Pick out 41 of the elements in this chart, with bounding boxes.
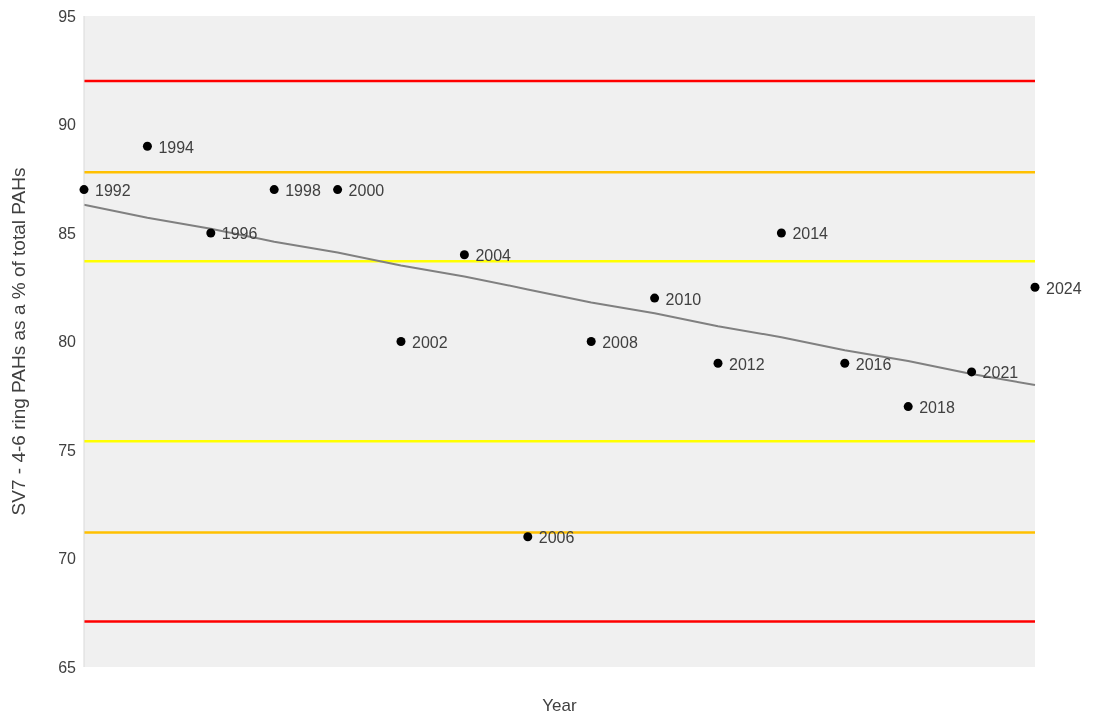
series-label: 2021 (982, 364, 1019, 382)
y-tick-label: 70 (58, 550, 77, 568)
line-series (83, 203, 1036, 386)
point (840, 358, 850, 368)
point (459, 250, 469, 260)
series-label: 2016 (855, 355, 892, 373)
series-label: 1992 (95, 182, 131, 199)
series-label: 1998 (285, 182, 321, 199)
series-label: 2006 (538, 529, 575, 547)
series-label: 1994 (158, 138, 195, 156)
point (79, 185, 89, 195)
y-tick-label: 65 (58, 658, 77, 676)
y-tick-label: 80 (58, 333, 77, 351)
point (713, 358, 723, 368)
y-tick-label: 90 (58, 116, 77, 134)
y-tick-label: 95 (58, 7, 77, 25)
point (586, 337, 596, 346)
point (206, 228, 216, 238)
series-label: 2024 (1046, 279, 1082, 297)
point (396, 337, 406, 346)
series-label: 2004 (475, 247, 512, 265)
series-label: 2018 (919, 399, 955, 416)
point (967, 367, 977, 377)
y-tick-label: 85 (58, 224, 77, 242)
y-tick-label: 75 (58, 441, 77, 459)
point (523, 532, 533, 542)
point (269, 185, 279, 195)
series-label: 2014 (792, 225, 829, 243)
series-label: 2008 (602, 333, 638, 351)
series-label: 2012 (729, 355, 765, 373)
point (1030, 282, 1040, 292)
x-axis-title: Year (542, 696, 578, 715)
series-label: 2002 (412, 333, 448, 351)
point (333, 185, 343, 195)
point (776, 228, 786, 238)
y-axis-title: SV7 - 4-6 ring PAHs as a % of total PAHs (7, 167, 29, 516)
point (650, 293, 660, 303)
series-label: 2000 (348, 182, 385, 199)
series-label: 2010 (665, 290, 702, 308)
point (142, 141, 152, 151)
point (903, 402, 913, 412)
